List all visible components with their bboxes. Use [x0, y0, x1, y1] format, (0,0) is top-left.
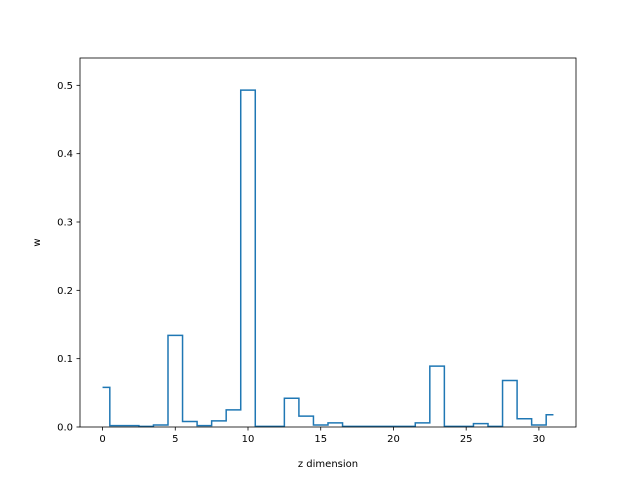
- y-tick-label: 0.0: [57, 423, 73, 434]
- y-tick-label: 0.1: [57, 354, 73, 365]
- series-step-line: [102, 89, 554, 428]
- y-axis-label: w: [32, 238, 43, 246]
- x-tick-label: 30: [533, 434, 546, 445]
- ticks-layer: 0 5 10 15 20 25 30 0.0 0.1 0.2 0.3 0.4 0.5: [57, 81, 545, 445]
- x-axis-label: z dimension: [298, 459, 358, 470]
- x-tick-label: 0: [99, 434, 105, 445]
- y-tick-label: 0.3: [57, 218, 73, 229]
- x-tick-label: 15: [314, 434, 327, 445]
- x-tick-label: 25: [460, 434, 473, 445]
- y-tick-label: 0.5: [57, 81, 73, 92]
- x-tick-label: 5: [172, 434, 178, 445]
- plot-area-frame: [79, 57, 577, 428]
- x-tick-label: 10: [242, 434, 255, 445]
- y-tick-label: 0.2: [57, 286, 73, 297]
- x-tick-label: 20: [387, 434, 400, 445]
- y-tick-label: 0.4: [57, 149, 73, 160]
